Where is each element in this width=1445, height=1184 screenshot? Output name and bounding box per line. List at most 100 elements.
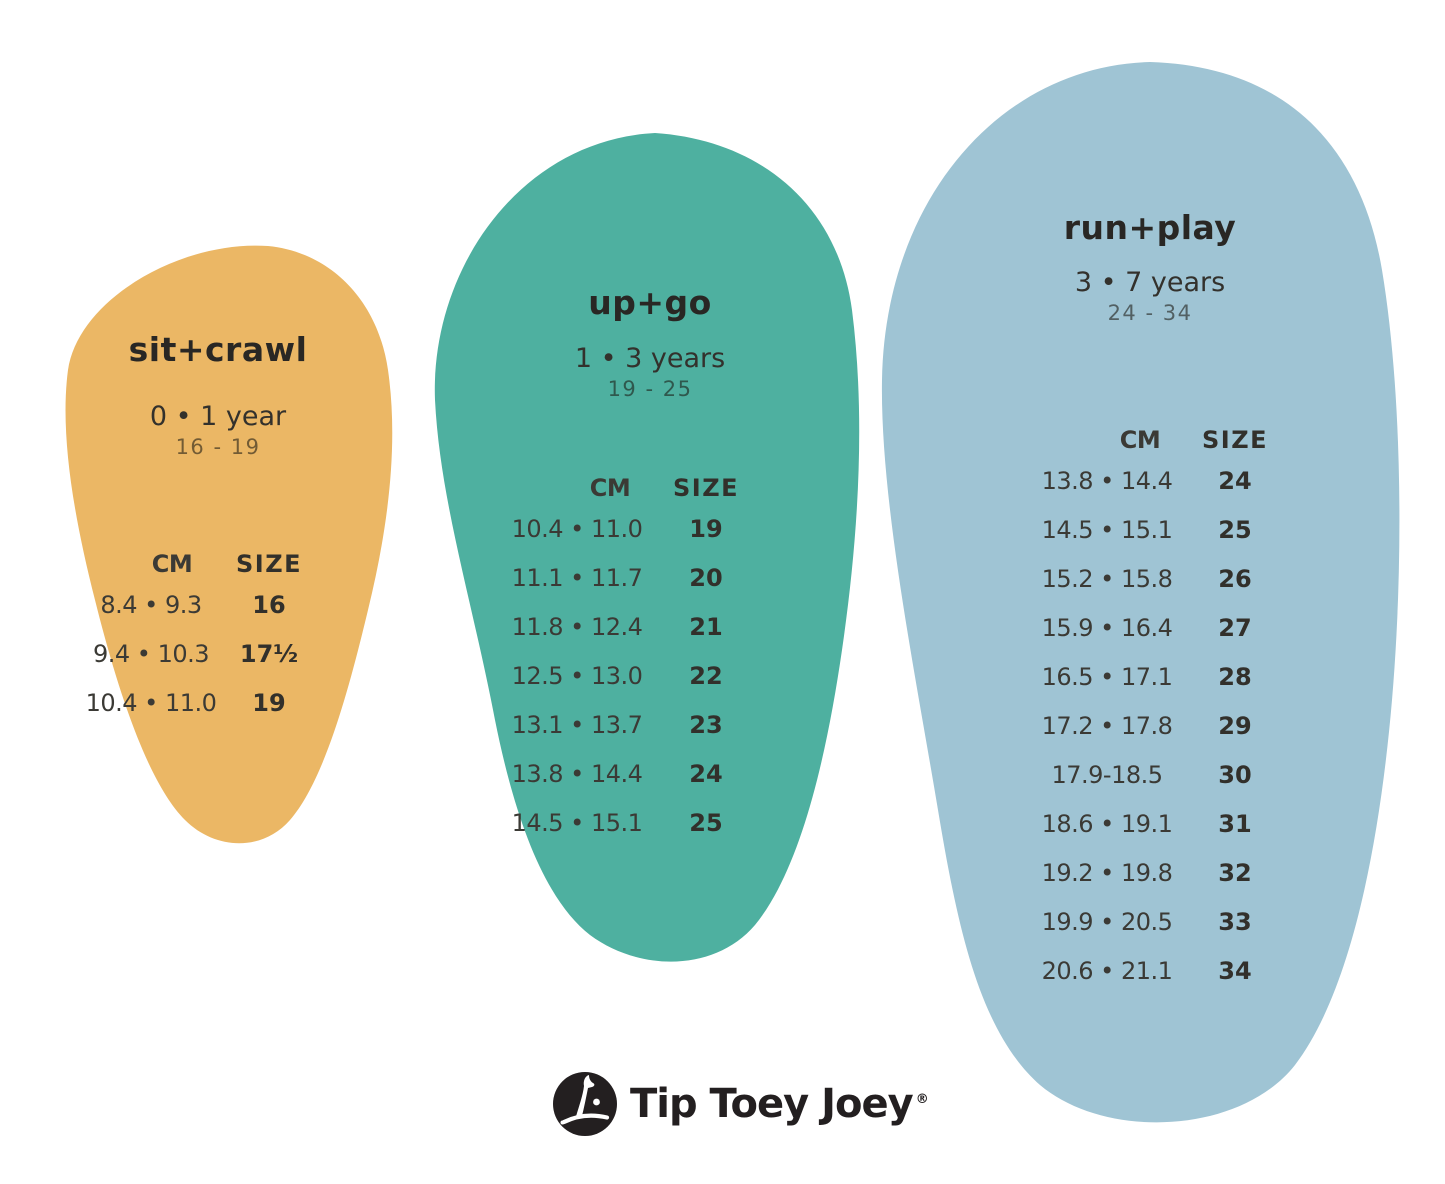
size-row: 9.4 • 10.3 17½	[71, 637, 307, 671]
size-value: 31	[1218, 810, 1252, 838]
table-body: 13.8 • 14.4 24 14.5 • 15.1 25 15.2 • 15.…	[1027, 464, 1273, 988]
size-value: 19	[252, 689, 286, 717]
brand-name: Tip Toey Joey	[630, 1081, 914, 1127]
size-row: 18.6 • 19.1 31	[1027, 807, 1273, 841]
cm-value: 9.4 • 10.3	[92, 640, 210, 668]
sit-crawl-foot-blob	[65, 245, 393, 844]
size-value: 27	[1218, 614, 1252, 642]
cm-value: 13.8 • 14.4	[1041, 467, 1173, 495]
sit-crawl-heading: sit+crawl 0 • 1 year 16 - 19	[68, 330, 368, 460]
size-row: 20.6 • 21.1 34	[1027, 954, 1273, 988]
cm-value: 10.4 • 11.0	[511, 515, 643, 543]
size-row: 13.8 • 14.4 24	[1027, 464, 1273, 498]
size-value: 28	[1218, 663, 1252, 691]
size-value: 22	[689, 662, 723, 690]
cm-value: 10.4 • 11.0	[85, 689, 217, 717]
run-play-foot-blob	[881, 62, 1400, 1123]
size-value: 21	[689, 613, 723, 641]
size-row: 8.4 • 9.3 16	[71, 588, 307, 622]
size-value: 19	[689, 515, 723, 543]
cm-value: 16.5 • 17.1	[1041, 663, 1173, 691]
brand-wordmark: Tip Toey Joey ®	[630, 1081, 929, 1127]
size-column-header: SIZE	[1201, 426, 1268, 454]
table-header-row: CM SIZE	[497, 474, 744, 502]
size-value: 26	[1218, 565, 1252, 593]
table-header-row: CM SIZE	[1027, 426, 1273, 454]
cm-column-header: CM	[151, 550, 193, 578]
run-play-size-table: CM SIZE 13.8 • 14.4 24 14.5 • 15.1 25 15…	[1027, 426, 1273, 988]
size-row: 12.5 • 13.0 22	[497, 659, 744, 693]
size-row: 14.5 • 15.1 25	[1027, 513, 1273, 547]
size-row: 10.4 • 11.0 19	[497, 512, 744, 546]
size-row: 17.9-18.5 30	[1027, 758, 1273, 792]
size-value: 33	[1218, 908, 1252, 936]
size-value: 23	[689, 711, 723, 739]
cm-value: 12.5 • 13.0	[511, 662, 643, 690]
size-value: 20	[689, 564, 723, 592]
up-go-foot-blob	[434, 133, 860, 962]
group-age-range: 1 • 3 years	[574, 343, 726, 374]
group-size-range: 19 - 25	[607, 377, 693, 401]
size-value: 25	[1218, 516, 1252, 544]
size-row: 11.8 • 12.4 21	[497, 610, 744, 644]
cm-value: 15.9 • 16.4	[1041, 614, 1173, 642]
table-body: 8.4 • 9.3 16 9.4 • 10.3 17½ 10.4 • 11.0 …	[71, 588, 307, 720]
size-value: 34	[1218, 957, 1252, 985]
group-title: run+play	[1063, 208, 1237, 247]
cm-value: 14.5 • 15.1	[1041, 516, 1173, 544]
cm-value: 13.1 • 13.7	[511, 711, 643, 739]
size-row: 17.2 • 17.8 29	[1027, 709, 1273, 743]
size-column-header: SIZE	[235, 550, 302, 578]
cm-value: 19.9 • 20.5	[1041, 908, 1173, 936]
size-row: 14.5 • 15.1 25	[497, 806, 744, 840]
run-play-heading: run+play 3 • 7 years 24 - 34	[975, 208, 1325, 326]
size-column-header: SIZE	[672, 474, 739, 502]
size-value: 30	[1218, 761, 1252, 789]
up-go-heading: up+go 1 • 3 years 19 - 25	[480, 283, 820, 402]
size-value: 25	[689, 809, 723, 837]
size-row: 11.1 • 11.7 20	[497, 561, 744, 595]
cm-value: 14.5 • 15.1	[511, 809, 643, 837]
registered-trademark: ®	[915, 1091, 929, 1107]
sit-crawl-size-table: CM SIZE 8.4 • 9.3 16 9.4 • 10.3 17½ 10.4…	[71, 550, 307, 720]
size-row: 13.8 • 14.4 24	[497, 757, 744, 791]
table-body: 10.4 • 11.0 19 11.1 • 11.7 20 11.8 • 12.…	[497, 512, 744, 840]
group-title: up+go	[588, 283, 712, 322]
brand-logo: Tip Toey Joey ®	[553, 1072, 929, 1136]
group-size-range: 24 - 34	[1107, 301, 1193, 325]
size-value: 16	[252, 591, 286, 619]
size-row: 19.2 • 19.8 32	[1027, 856, 1273, 890]
cm-value: 20.6 • 21.1	[1041, 957, 1173, 985]
kangaroo-icon	[553, 1072, 617, 1136]
cm-value: 17.9-18.5	[1051, 761, 1163, 789]
size-value: 24	[689, 760, 723, 788]
cm-value: 13.8 • 14.4	[511, 760, 643, 788]
cm-value: 17.2 • 17.8	[1041, 712, 1173, 740]
group-size-range: 16 - 19	[175, 435, 261, 459]
cm-value: 8.4 • 9.3	[100, 591, 202, 619]
cm-value: 11.8 • 12.4	[511, 613, 643, 641]
cm-value: 19.2 • 19.8	[1041, 859, 1173, 887]
size-value: 32	[1218, 859, 1252, 887]
size-row: 16.5 • 17.1 28	[1027, 660, 1273, 694]
cm-column-header: CM	[1119, 426, 1161, 454]
size-value: 29	[1218, 712, 1252, 740]
size-row: 15.9 • 16.4 27	[1027, 611, 1273, 645]
size-row: 10.4 • 11.0 19	[71, 686, 307, 720]
size-row: 15.2 • 15.8 26	[1027, 562, 1273, 596]
table-header-row: CM SIZE	[71, 550, 307, 578]
size-value: 17½	[239, 640, 299, 668]
cm-value: 11.1 • 11.7	[511, 564, 643, 592]
size-row: 13.1 • 13.7 23	[497, 708, 744, 742]
group-age-range: 0 • 1 year	[149, 401, 287, 432]
group-age-range: 3 • 7 years	[1074, 267, 1226, 298]
cm-column-header: CM	[589, 474, 631, 502]
cm-value: 15.2 • 15.8	[1041, 565, 1173, 593]
cm-value: 18.6 • 19.1	[1041, 810, 1173, 838]
group-title: sit+crawl	[128, 330, 308, 369]
size-value: 24	[1218, 467, 1252, 495]
size-row: 19.9 • 20.5 33	[1027, 905, 1273, 939]
up-go-size-table: CM SIZE 10.4 • 11.0 19 11.1 • 11.7 20 11…	[497, 474, 744, 840]
